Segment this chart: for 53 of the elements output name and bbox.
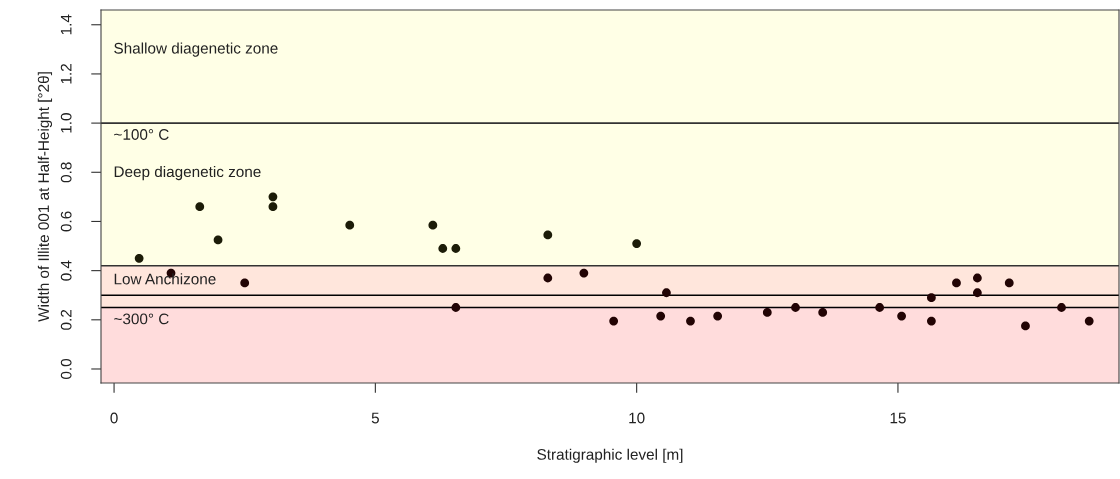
point: [543, 273, 553, 283]
y-tick-label: 0.2: [60, 309, 72, 330]
x-axis-title: Stratigraphic level [m]: [537, 448, 683, 463]
y-tick-label: 1.0: [60, 113, 72, 133]
point: [1057, 303, 1066, 312]
point: [451, 303, 461, 312]
point: [656, 311, 666, 321]
point: [927, 293, 936, 303]
x-tick-label: 15: [890, 412, 906, 424]
ref-line-label: ~100° C: [114, 129, 169, 140]
point: [438, 244, 448, 253]
x-tick-label: 0: [110, 412, 118, 424]
point: [543, 230, 553, 240]
y-axis-title: Width of Illite 001 at Half-Height [°2θ]: [37, 72, 53, 322]
y-tick-label: 0.4: [60, 260, 72, 281]
band-label: Shallow diagenetic zone: [114, 42, 278, 57]
ref-line-label: ~300° C: [114, 313, 169, 325]
point: [268, 202, 278, 212]
y-tick-label: 0.6: [60, 211, 72, 232]
point: [451, 244, 461, 253]
point: [345, 220, 355, 230]
point: [972, 288, 982, 298]
y-tick-label: 0.8: [60, 162, 72, 183]
point: [972, 273, 982, 283]
point: [791, 303, 800, 312]
point: [713, 311, 723, 321]
point: [875, 303, 885, 312]
point: [609, 316, 619, 326]
point: [134, 253, 144, 263]
band-label: Low Anchizone: [114, 273, 216, 285]
y-tick-label: 0.0: [60, 358, 72, 380]
point: [213, 235, 223, 245]
point: [897, 311, 906, 321]
y-tick-label: 1.4: [60, 14, 72, 35]
point: [195, 202, 205, 212]
point: [686, 316, 695, 326]
point: [428, 220, 438, 230]
band-label: Deep diagenetic zone: [114, 165, 261, 181]
x-tick-label: 10: [629, 412, 645, 424]
point: [818, 308, 828, 317]
y-tick-label: 1.2: [60, 64, 72, 84]
point: [952, 278, 961, 288]
point: [662, 288, 671, 298]
point: [1021, 321, 1030, 331]
point: [240, 278, 250, 288]
x-tick-label: 5: [371, 412, 379, 424]
point: [1004, 278, 1014, 288]
point: [579, 268, 589, 278]
point: [1084, 316, 1094, 326]
point: [927, 316, 936, 326]
point: [268, 192, 278, 202]
point: [762, 308, 772, 317]
point: [632, 239, 642, 248]
